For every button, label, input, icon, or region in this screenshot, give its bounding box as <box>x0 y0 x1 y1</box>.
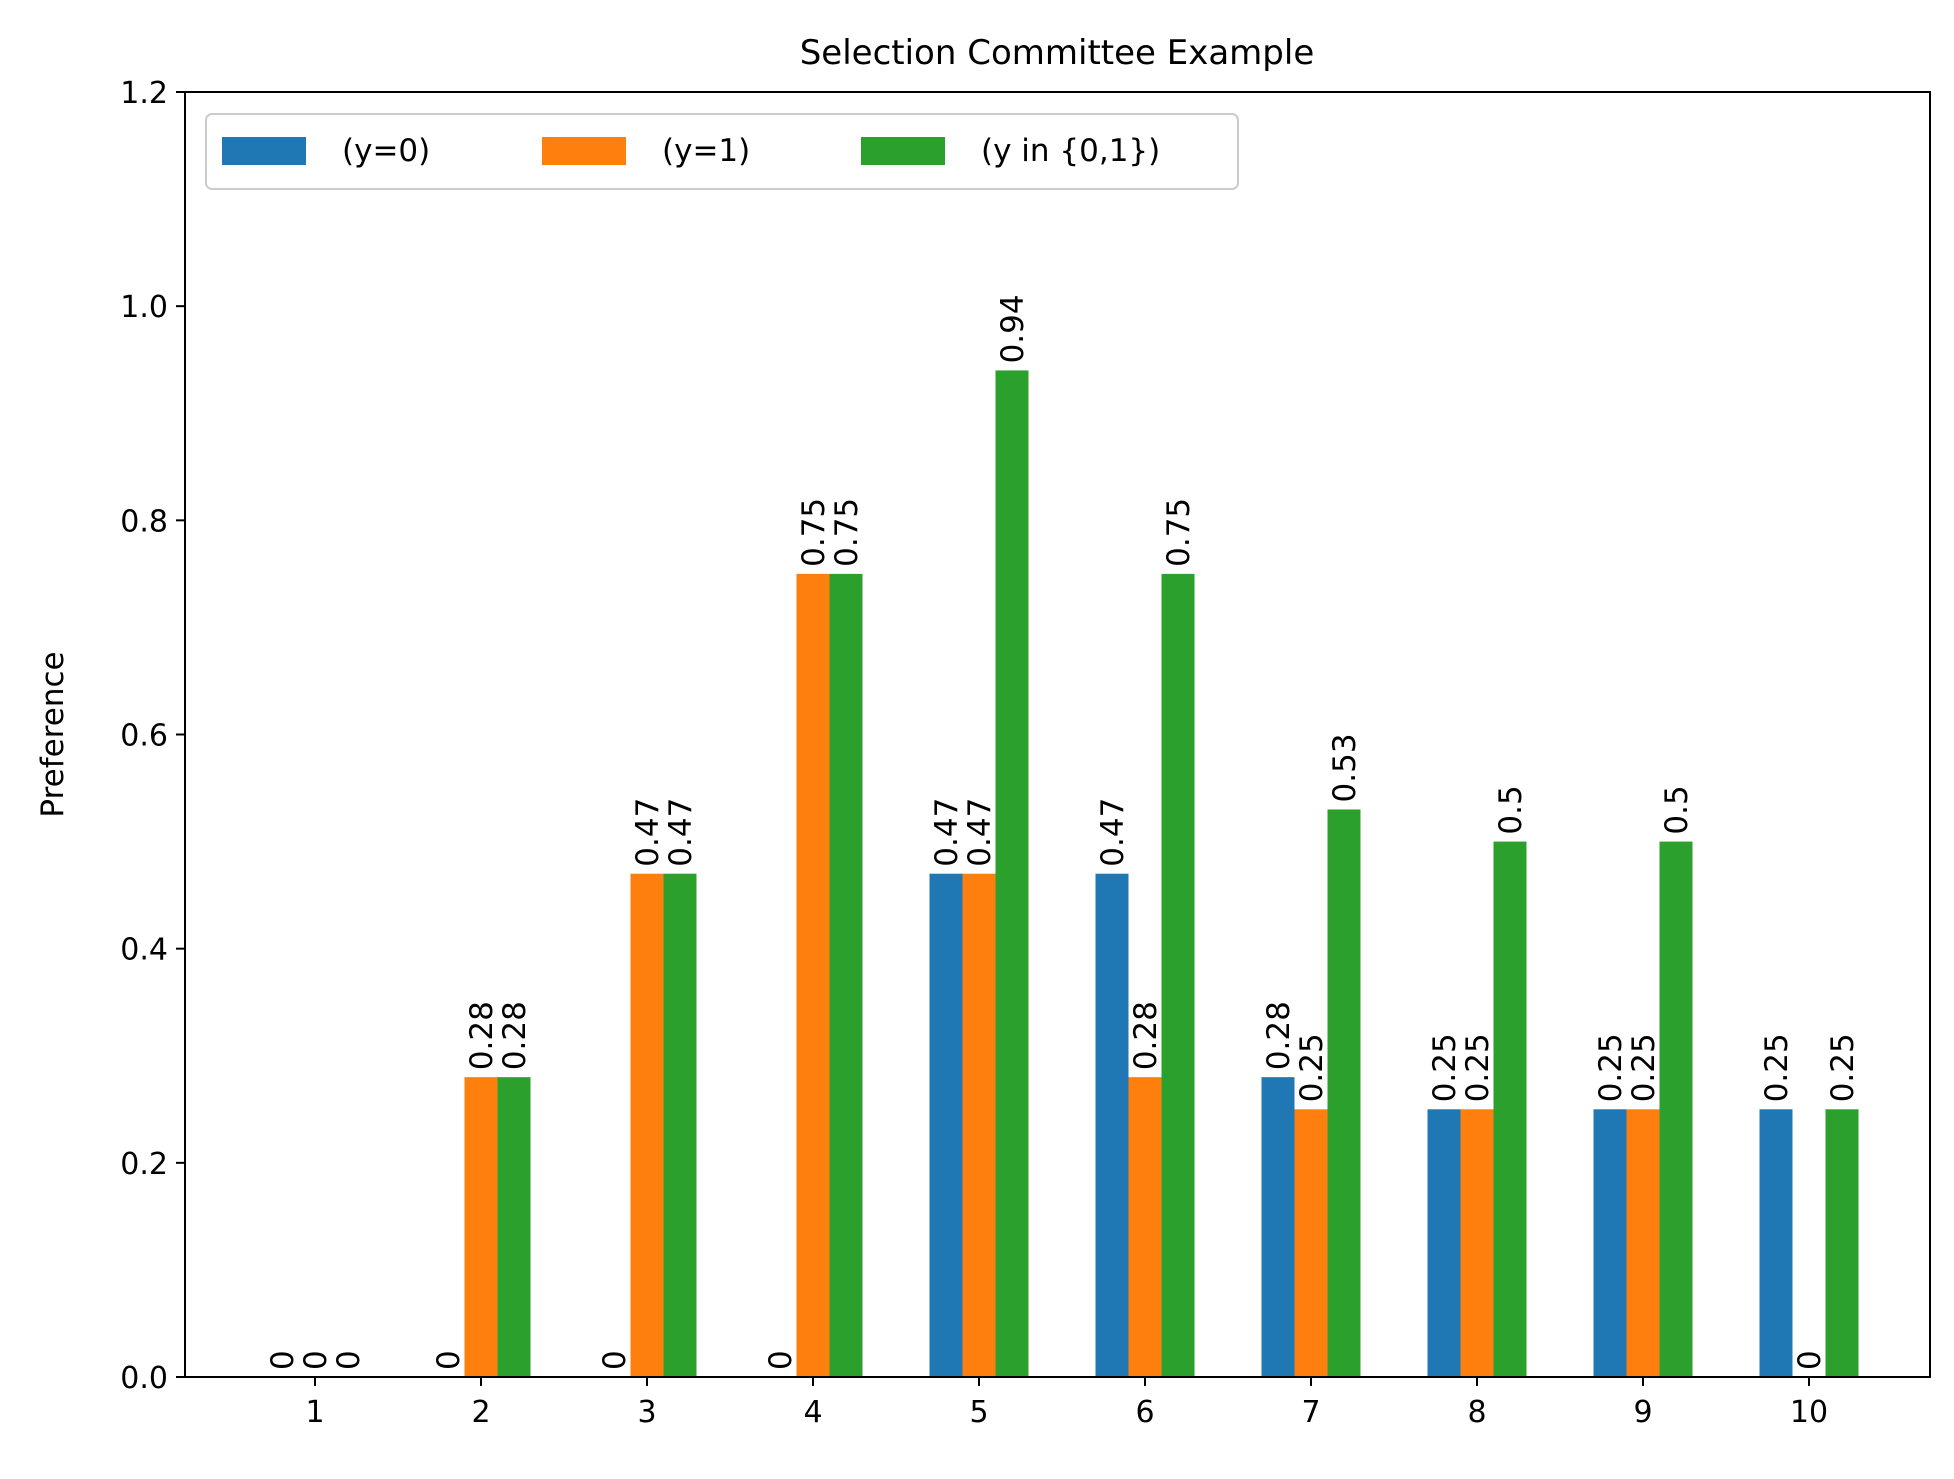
x-tick-label: 5 <box>969 1395 988 1430</box>
bar-3-cat-6 <box>1161 573 1195 1377</box>
legend-label-2: (y=1) <box>662 133 750 169</box>
data-label-1-cat-8: 0.25 <box>1427 1033 1463 1102</box>
data-label-2-cat-1: 0 <box>298 1350 334 1370</box>
data-label-1-cat-1: 0 <box>265 1350 301 1370</box>
bar-2-cat-3 <box>630 873 664 1377</box>
data-label-1-cat-5: 0.47 <box>929 798 965 867</box>
data-label-1-cat-2: 0 <box>431 1350 467 1370</box>
bar-3-cat-5 <box>995 370 1029 1378</box>
y-axis-label: Preference <box>35 651 71 817</box>
bar-1-cat-7 <box>1261 1077 1295 1377</box>
x-tick-label: 9 <box>1633 1395 1652 1430</box>
data-label-3-cat-4: 0.75 <box>829 498 865 567</box>
bar-1-cat-6 <box>1095 873 1129 1377</box>
bar-3-cat-9 <box>1659 841 1693 1377</box>
data-label-3-cat-2: 0.28 <box>497 1001 533 1070</box>
data-label-2-cat-7: 0.25 <box>1294 1033 1330 1102</box>
legend-label-1: (y=0) <box>342 133 430 169</box>
legend-swatch-1 <box>222 137 306 165</box>
data-label-3-cat-9: 0.5 <box>1659 785 1695 834</box>
data-label-2-cat-4: 0.75 <box>796 498 832 567</box>
data-label-3-cat-3: 0.47 <box>663 798 699 867</box>
x-tick-label: 10 <box>1790 1395 1828 1430</box>
legend-swatch-3 <box>861 137 945 165</box>
data-label-2-cat-5: 0.47 <box>962 798 998 867</box>
bar-2-cat-5 <box>962 873 996 1377</box>
data-label-1-cat-4: 0 <box>763 1350 799 1370</box>
data-label-2-cat-9: 0.25 <box>1626 1033 1662 1102</box>
x-tick-label: 8 <box>1467 1395 1486 1430</box>
bar-2-cat-6 <box>1128 1077 1162 1377</box>
y-tick-label: 0.4 <box>120 933 168 968</box>
data-label-1-cat-7: 0.28 <box>1261 1001 1297 1070</box>
bar-2-cat-2 <box>464 1077 498 1377</box>
x-tick-label: 2 <box>471 1395 490 1430</box>
data-label-3-cat-7: 0.53 <box>1327 733 1363 802</box>
data-label-1-cat-10: 0.25 <box>1759 1033 1795 1102</box>
bar-2-cat-4 <box>796 573 830 1377</box>
x-tick-label: 4 <box>803 1395 822 1430</box>
x-tick-label: 3 <box>637 1395 656 1430</box>
x-tick-label: 6 <box>1135 1395 1154 1430</box>
bar-1-cat-10 <box>1759 1109 1793 1377</box>
data-label-2-cat-3: 0.47 <box>630 798 666 867</box>
chart-title: Selection Committee Example <box>800 33 1315 73</box>
bar-3-cat-3 <box>663 873 697 1377</box>
y-tick-label: 0.8 <box>120 504 168 539</box>
legend-label-3: (y in {0,1}) <box>981 133 1160 169</box>
legend-swatch-2 <box>542 137 626 165</box>
bar-2-cat-8 <box>1460 1109 1494 1377</box>
bar-1-cat-8 <box>1427 1109 1461 1377</box>
y-tick-label: 0.0 <box>120 1361 168 1396</box>
data-label-3-cat-10: 0.25 <box>1825 1033 1861 1102</box>
bar-3-cat-10 <box>1825 1109 1859 1377</box>
y-tick-label: 1.0 <box>120 290 168 325</box>
bar-3-cat-7 <box>1327 809 1361 1377</box>
bar-3-cat-8 <box>1493 841 1527 1377</box>
data-label-1-cat-6: 0.47 <box>1095 798 1131 867</box>
data-label-3-cat-6: 0.75 <box>1161 498 1197 567</box>
data-label-3-cat-5: 0.94 <box>995 294 1031 363</box>
data-label-2-cat-6: 0.28 <box>1128 1001 1164 1070</box>
data-label-2-cat-10: 0 <box>1792 1350 1828 1370</box>
x-tick-label: 1 <box>305 1395 324 1430</box>
data-label-2-cat-2: 0.28 <box>464 1001 500 1070</box>
data-label-1-cat-3: 0 <box>597 1350 633 1370</box>
legend-box <box>205 113 1239 190</box>
data-label-3-cat-1: 0 <box>331 1350 367 1370</box>
bar-3-cat-4 <box>829 573 863 1377</box>
bar-1-cat-5 <box>929 873 963 1377</box>
y-tick-label: 1.2 <box>120 76 168 111</box>
data-label-2-cat-8: 0.25 <box>1460 1033 1496 1102</box>
y-tick-label: 0.2 <box>120 1147 168 1182</box>
bar-1-cat-9 <box>1593 1109 1627 1377</box>
x-tick-label: 7 <box>1301 1395 1320 1430</box>
data-label-1-cat-9: 0.25 <box>1593 1033 1629 1102</box>
y-tick-label: 0.6 <box>120 719 168 754</box>
data-label-3-cat-8: 0.5 <box>1493 785 1529 834</box>
bar-2-cat-9 <box>1626 1109 1660 1377</box>
bar-2-cat-7 <box>1294 1109 1328 1377</box>
bar-3-cat-2 <box>497 1077 531 1377</box>
